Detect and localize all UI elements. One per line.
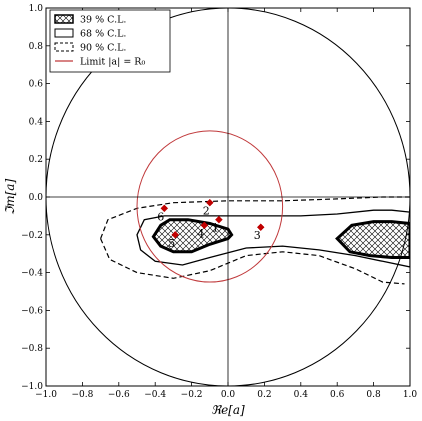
legend-swatch-90 [54, 42, 74, 52]
x-tick-label: −1.0 [35, 390, 57, 400]
y-tick-label: 0.6 [29, 80, 44, 90]
y-tick-label: −0.8 [21, 344, 43, 354]
y-axis-label: ℑm[a] [3, 179, 17, 216]
x-tick-label: 0.2 [257, 390, 271, 400]
x-tick-label: −0.2 [181, 390, 203, 400]
point-5 [171, 230, 180, 239]
y-tick-label: −0.4 [21, 269, 43, 279]
contour-90-1 [100, 238, 405, 285]
x-tick-label: −0.4 [144, 390, 166, 400]
point-3 [256, 223, 265, 232]
contour-39-0 [151, 218, 234, 254]
x-tick-label: 0.4 [294, 390, 309, 400]
legend: 39 % C.L. 68 % C.L. 90 % C.L. Limit |a| … [49, 9, 171, 73]
y-tick-label: 0.2 [29, 155, 43, 165]
y-tick-label: 1.0 [29, 4, 44, 14]
point-label-4: 4 [197, 227, 204, 240]
y-tick-label: 0.4 [29, 117, 44, 127]
axis-ticks: −1.0 −0.8 −0.6 −0.4 −0.2 0.0 0.2 0.4 0.6 0.8 1.0 1.… [21, 4, 417, 400]
contour-39-1 [335, 220, 410, 259]
y-tick-label: −1.0 [21, 382, 43, 392]
point-1 [215, 215, 223, 224]
y-tick-label: −0.2 [21, 231, 43, 241]
point-label-5: 5 [168, 237, 175, 250]
legend-label-39: 39 % C.L. [80, 15, 126, 26]
zero-axes [46, 8, 410, 386]
legend-box [49, 9, 171, 73]
x-tick-label: 1.0 [403, 390, 418, 400]
benchmark-points: 12 3 4 5 6 [157, 198, 265, 250]
y-tick-label: 0.8 [29, 42, 44, 52]
x-tick-label: 0.8 [366, 390, 381, 400]
legend-label-68: 68 % C.L. [80, 29, 126, 40]
legend-swatch-39 [54, 14, 74, 24]
circle-layer [46, 8, 410, 386]
legend-label-limit: Limit |a| = R₀ [80, 57, 145, 68]
x-tick-label: 0.0 [221, 390, 236, 400]
x-tick-label: −0.6 [108, 390, 130, 400]
limit-circle [136, 130, 284, 283]
point-label-6: 6 [157, 210, 164, 223]
point-label-3: 3 [254, 229, 261, 242]
legend-swatch-68 [54, 28, 74, 38]
point-6 [160, 204, 169, 213]
x-tick-label: 0.6 [330, 390, 345, 400]
x-axis-label: ℜe[a] [211, 403, 245, 417]
point-4 [200, 221, 209, 230]
point-label-1: 1 [212, 222, 219, 235]
contour-layer [100, 196, 410, 285]
x-tick-label: −0.8 [71, 390, 93, 400]
y-tick-label: 0.0 [29, 193, 44, 203]
legend-label-90: 90 % C.L. [80, 43, 126, 54]
point-2 [205, 198, 214, 207]
contour-90-0 [100, 196, 410, 239]
point-label-2: 2 [203, 205, 210, 218]
contour-68-0 [136, 209, 410, 268]
y-tick-label: −0.6 [21, 306, 43, 316]
